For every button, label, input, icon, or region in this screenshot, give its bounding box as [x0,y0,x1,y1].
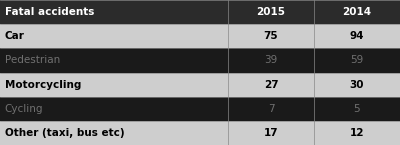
Text: 2015: 2015 [256,7,286,17]
Text: 39: 39 [264,55,278,65]
Text: Cycling: Cycling [5,104,43,114]
Text: 17: 17 [264,128,278,138]
Text: 94: 94 [350,31,364,41]
Text: 75: 75 [264,31,278,41]
Text: Fatal accidents: Fatal accidents [5,7,94,17]
Bar [0,97,400,121]
Bar [0,0,400,24]
Text: Motorcycling: Motorcycling [5,80,81,90]
Text: 59: 59 [350,55,364,65]
Bar [0,24,400,48]
Text: 2014: 2014 [342,7,372,17]
Text: Pedestrian: Pedestrian [5,55,60,65]
Text: 27: 27 [264,80,278,90]
Text: 30: 30 [350,80,364,90]
Text: 12: 12 [350,128,364,138]
Text: Car: Car [5,31,25,41]
Text: 7: 7 [268,104,274,114]
Bar [0,72,400,97]
Text: 5: 5 [354,104,360,114]
Bar [0,121,400,145]
Bar [0,48,400,72]
Text: Other (taxi, bus etc): Other (taxi, bus etc) [5,128,124,138]
